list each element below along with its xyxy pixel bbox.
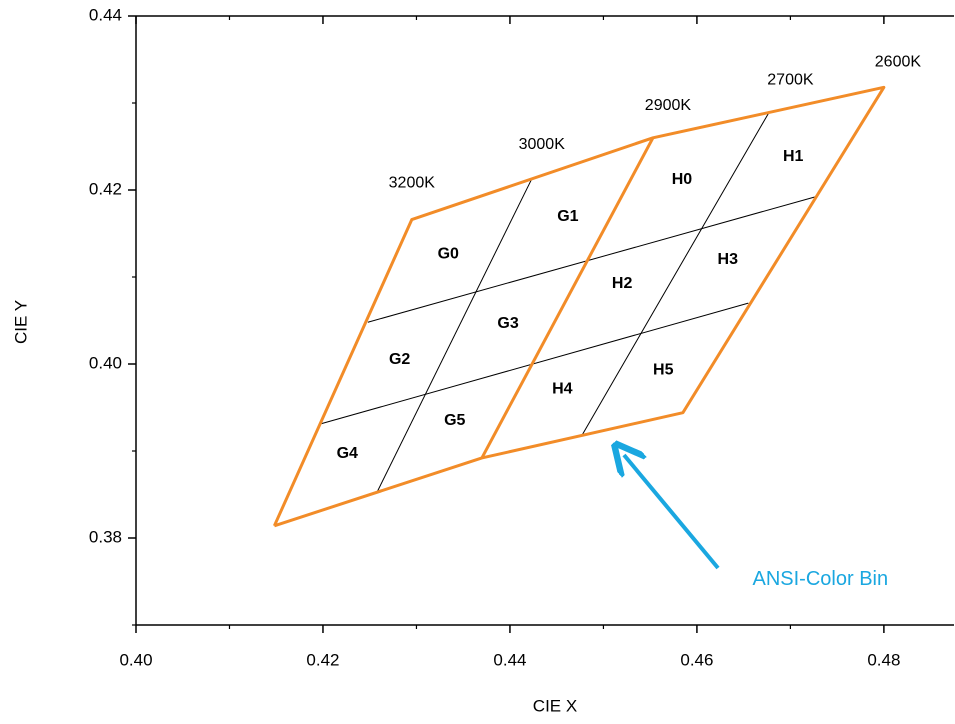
x-tick-label: 0.44 [493,650,526,669]
bin-boundary [480,137,655,459]
bin-boundary [272,85,886,528]
cct-label: 2700K [767,72,814,89]
callout-arrow [624,455,720,570]
x-tick-label: 0.42 [306,650,339,669]
bin-label: H3 [718,251,739,268]
x-tick-label: 0.46 [680,650,713,669]
bin-divider [376,179,532,493]
x-axis-label: CIE X [533,696,577,715]
bin-label: G2 [389,351,410,368]
callout-text: ANSI-Color Bin [753,568,889,590]
cct-label: 2900K [645,97,692,114]
bin-label: H4 [552,380,573,397]
cct-label: 3200K [389,174,436,191]
y-tick-label: 0.38 [89,527,122,546]
bin-label: H5 [653,361,674,378]
bin-label: G1 [557,208,578,225]
cct-label: 3000K [519,136,566,153]
y-tick-label: 0.40 [89,353,122,372]
cct-label: 2600K [875,53,922,70]
bin-divider [320,302,749,425]
bin-label: G5 [444,412,465,429]
bin-label: H0 [672,171,693,188]
x-tick-label: 0.40 [119,650,152,669]
bin-label: G4 [337,445,358,462]
x-tick-label: 0.48 [867,650,900,669]
bin-divider [367,196,815,323]
y-tick-label: 0.42 [89,179,122,198]
y-axis-label: CIE Y [11,300,30,344]
bin-label: H2 [612,275,633,292]
bin-label: H1 [783,148,804,165]
bin-label: G0 [438,246,459,263]
bin-label: G3 [497,315,518,332]
y-tick-label: 0.44 [89,5,122,24]
bin-divider [581,112,770,436]
